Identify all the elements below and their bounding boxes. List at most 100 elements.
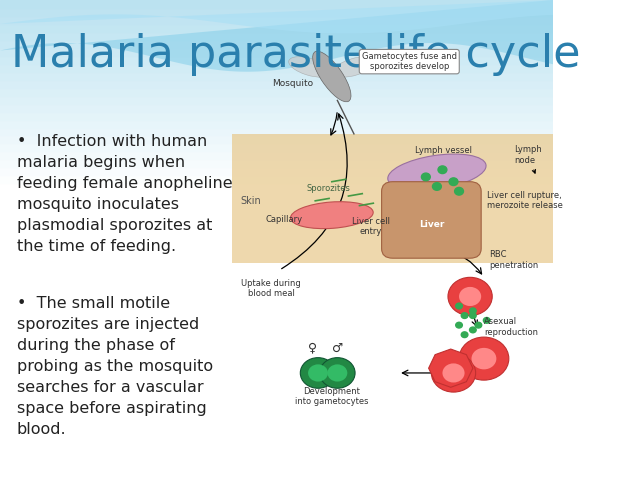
Text: Capillary: Capillary <box>265 216 302 224</box>
Text: Development
into gametocytes: Development into gametocytes <box>295 387 369 406</box>
Bar <box>0 72 553 80</box>
Polygon shape <box>429 349 473 388</box>
Circle shape <box>461 313 468 319</box>
Bar <box>0 271 553 279</box>
Ellipse shape <box>290 202 373 228</box>
Circle shape <box>448 277 493 316</box>
Bar <box>0 167 553 175</box>
Bar <box>0 64 553 72</box>
Bar <box>0 191 553 199</box>
Bar <box>0 430 553 438</box>
Text: Sporozites: Sporozites <box>307 184 351 193</box>
Bar <box>0 103 553 112</box>
Bar <box>0 414 553 422</box>
Bar <box>0 215 553 223</box>
Bar <box>0 399 553 407</box>
Circle shape <box>461 332 468 338</box>
Circle shape <box>433 182 441 190</box>
Circle shape <box>300 358 336 388</box>
Bar <box>0 112 553 120</box>
Bar <box>0 342 553 351</box>
Bar <box>0 16 553 24</box>
Bar <box>0 454 553 462</box>
Bar <box>0 88 553 96</box>
Bar <box>0 136 553 143</box>
Ellipse shape <box>313 51 351 102</box>
Bar <box>0 255 553 263</box>
Bar <box>0 279 553 287</box>
Bar <box>0 231 553 239</box>
Circle shape <box>470 313 476 319</box>
Bar <box>0 462 553 470</box>
Bar <box>0 247 553 255</box>
Bar <box>0 311 553 319</box>
Bar <box>0 151 553 160</box>
Bar <box>0 0 553 8</box>
Bar <box>0 207 553 215</box>
Bar <box>0 335 553 342</box>
Text: Liver cell
entry: Liver cell entry <box>352 217 390 236</box>
Bar <box>0 183 553 191</box>
Text: •  The small motile
sporozites are injected
during the phase of
probing as the m: • The small motile sporozites are inject… <box>17 297 212 437</box>
Text: Mosquito: Mosquito <box>272 79 314 88</box>
Ellipse shape <box>333 57 375 77</box>
Circle shape <box>431 354 476 392</box>
Circle shape <box>470 327 476 333</box>
Bar <box>0 446 553 454</box>
Bar <box>0 80 553 88</box>
Bar <box>0 175 553 183</box>
Circle shape <box>475 322 482 328</box>
Text: •  Infection with human
malaria begins when
feeding female anopheline
mosquito i: • Infection with human malaria begins wh… <box>17 134 232 254</box>
Bar <box>0 390 553 399</box>
Bar <box>0 319 553 327</box>
Text: Uptake during
blood meal: Uptake during blood meal <box>241 279 301 298</box>
Circle shape <box>459 287 481 306</box>
Bar <box>0 303 553 311</box>
Circle shape <box>308 365 328 382</box>
Text: ♂: ♂ <box>332 342 343 354</box>
Bar <box>0 407 553 414</box>
Bar <box>0 223 553 231</box>
Text: Malaria parasite life cycle: Malaria parasite life cycle <box>11 34 581 77</box>
Bar <box>0 366 553 375</box>
Bar <box>0 263 553 271</box>
Bar <box>0 127 553 136</box>
Bar <box>0 287 553 295</box>
Circle shape <box>320 358 355 388</box>
Bar <box>0 422 553 430</box>
Bar <box>0 40 553 48</box>
Text: Skin: Skin <box>241 196 262 206</box>
Bar <box>0 199 553 207</box>
Bar <box>0 96 553 103</box>
Bar <box>0 160 553 167</box>
Bar <box>0 239 553 247</box>
Text: Gametocytes fuse and
sporozites develop: Gametocytes fuse and sporozites develop <box>362 52 457 71</box>
Circle shape <box>484 318 490 323</box>
Text: RBC
penetration: RBC penetration <box>489 251 538 270</box>
Text: Lymph
node: Lymph node <box>514 145 542 173</box>
Circle shape <box>422 173 430 181</box>
Ellipse shape <box>288 57 330 77</box>
Bar <box>0 351 553 359</box>
Text: Asexual
reproduction: Asexual reproduction <box>484 317 538 337</box>
Bar <box>0 32 553 40</box>
Bar <box>0 438 553 446</box>
Circle shape <box>438 166 447 173</box>
Bar <box>0 143 553 151</box>
Circle shape <box>449 178 458 185</box>
Polygon shape <box>232 134 553 263</box>
Bar <box>0 295 553 303</box>
Bar <box>0 8 553 16</box>
Bar <box>0 24 553 32</box>
FancyBboxPatch shape <box>382 182 481 258</box>
Bar <box>0 470 553 478</box>
Text: Lymph vessel: Lymph vessel <box>415 146 471 155</box>
Bar <box>0 375 553 383</box>
Circle shape <box>471 348 496 369</box>
Bar <box>0 383 553 390</box>
Circle shape <box>470 308 476 314</box>
Circle shape <box>455 187 463 195</box>
Bar <box>0 56 553 64</box>
Bar <box>0 48 553 56</box>
Bar <box>0 327 553 335</box>
